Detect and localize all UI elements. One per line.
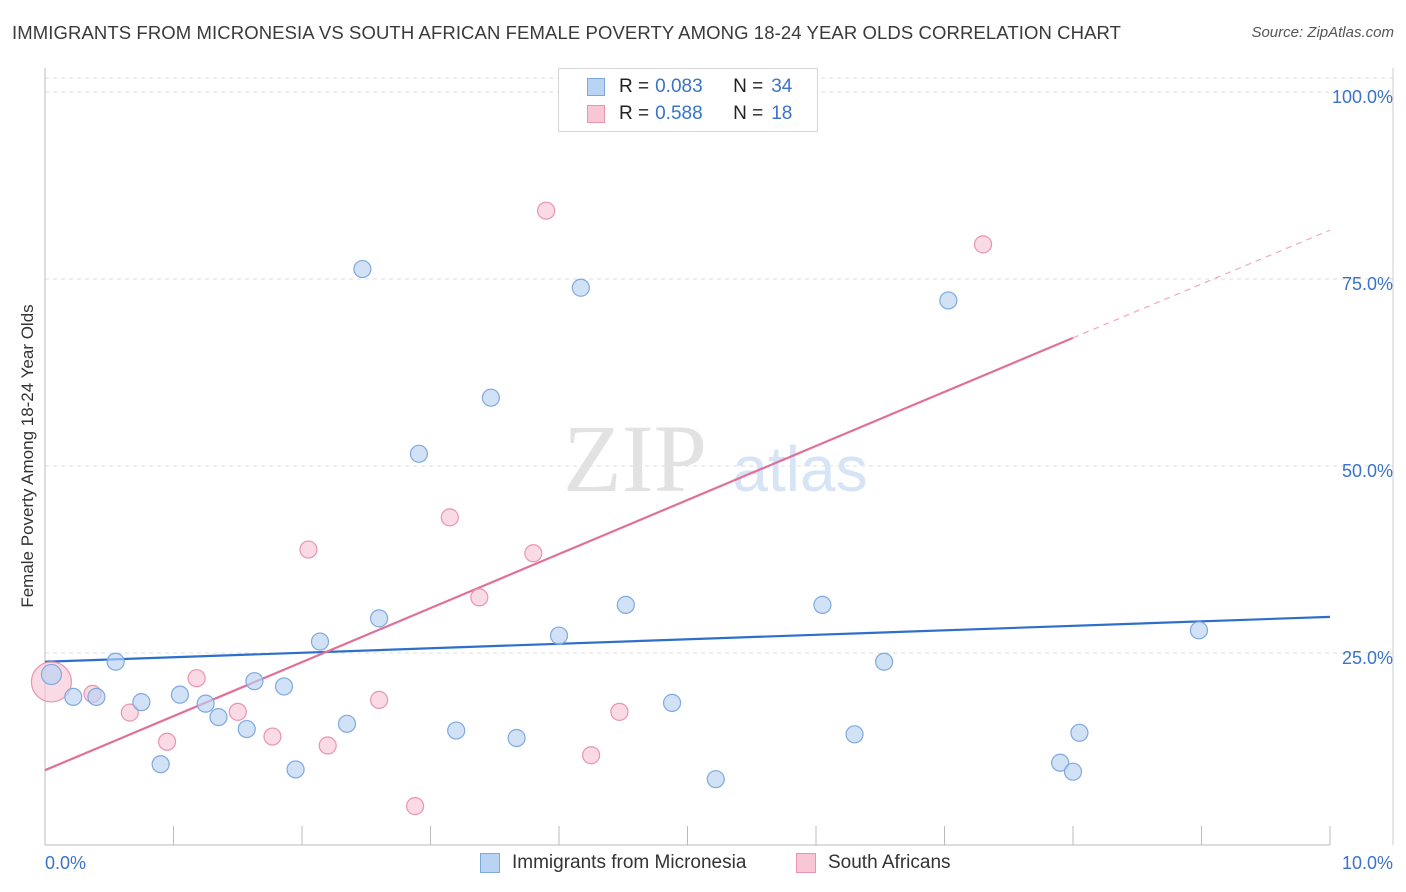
x-tick-label: 0.0% bbox=[45, 853, 86, 873]
y-tick-label: 50.0% bbox=[1342, 461, 1393, 481]
watermark-atlas: atlas bbox=[732, 433, 867, 505]
point-south-africans bbox=[582, 746, 601, 765]
y-axis-label: Female Poverty Among 18-24 Year Olds bbox=[18, 304, 37, 608]
point-micronesia bbox=[196, 694, 215, 713]
grid-lines bbox=[45, 77, 1393, 654]
point-micronesia bbox=[1070, 723, 1089, 742]
point-micronesia bbox=[616, 595, 635, 614]
point-south-africans bbox=[524, 544, 543, 563]
legend-n-value: 34 bbox=[771, 76, 793, 97]
legend-n-value: 18 bbox=[771, 103, 793, 124]
bottom-legend-micronesia: Immigrants from Micronesia bbox=[480, 852, 746, 874]
point-micronesia bbox=[237, 719, 256, 739]
point-micronesia bbox=[481, 388, 500, 407]
point-micronesia bbox=[409, 444, 429, 463]
point-south-africans bbox=[318, 736, 337, 755]
point-micronesia bbox=[571, 278, 590, 297]
point-south-africans bbox=[973, 235, 993, 254]
correlation-legend: R = 0.083 N = 34 R = 0.588 N = 18 bbox=[558, 68, 818, 132]
bottom-legend-swatch-pink bbox=[796, 853, 816, 873]
point-micronesia bbox=[507, 728, 526, 748]
point-micronesia bbox=[370, 609, 389, 628]
y-tick-label: 100.0% bbox=[1332, 87, 1393, 107]
point-micronesia bbox=[245, 672, 264, 691]
watermark-zip: ZIP bbox=[563, 405, 707, 512]
bottom-legend-south-africans: South Africans bbox=[796, 852, 951, 874]
legend-r-label: R = bbox=[619, 103, 650, 124]
data-points bbox=[30, 201, 1209, 816]
point-south-africans bbox=[470, 588, 489, 607]
point-south-africans bbox=[120, 703, 139, 722]
axes bbox=[44, 68, 1394, 846]
trend-line-extension bbox=[1072, 229, 1331, 339]
point-micronesia bbox=[274, 677, 294, 696]
y-tick-label: 25.0% bbox=[1342, 648, 1393, 668]
point-micronesia bbox=[87, 687, 106, 706]
point-micronesia bbox=[1051, 753, 1070, 772]
point-south-africans bbox=[299, 540, 318, 559]
point-south-africans bbox=[263, 727, 282, 746]
legend-swatch-pink bbox=[587, 105, 605, 123]
legend-swatch-blue bbox=[587, 78, 605, 96]
chart-title: IMMIGRANTS FROM MICRONESIA VS SOUTH AFRI… bbox=[12, 22, 1122, 43]
point-micronesia bbox=[337, 714, 357, 733]
point-micronesia bbox=[1189, 621, 1209, 640]
point-south-africans bbox=[157, 732, 177, 751]
point-south-africans bbox=[537, 201, 556, 220]
bottom-legend-label: South Africans bbox=[828, 852, 951, 873]
point-micronesia bbox=[875, 652, 894, 671]
point-micronesia bbox=[170, 685, 190, 704]
point-micronesia bbox=[286, 760, 305, 779]
point-micronesia bbox=[209, 707, 228, 727]
point-micronesia bbox=[132, 693, 151, 712]
legend-r-label: R = bbox=[619, 76, 650, 97]
bottom-legend-label: Immigrants from Micronesia bbox=[512, 852, 747, 873]
point-micronesia bbox=[1063, 762, 1083, 781]
point-south-africans bbox=[187, 669, 206, 688]
watermark: ZIP atlas bbox=[563, 405, 868, 512]
x-tick-label: 10.0% bbox=[1342, 853, 1393, 873]
point-micronesia bbox=[447, 721, 466, 740]
point-micronesia bbox=[151, 755, 170, 774]
point-south-africans bbox=[228, 702, 247, 721]
point-micronesia bbox=[106, 652, 125, 671]
trend-line-south-africans bbox=[44, 336, 1074, 772]
legend-row-micronesia: R = 0.083 N = 34 bbox=[587, 75, 792, 99]
point-micronesia bbox=[310, 632, 330, 651]
legend-r-value: 0.083 bbox=[655, 76, 703, 97]
trend-line-micronesia bbox=[44, 615, 1331, 663]
source-label: Source: ZipAtlas.com bbox=[1251, 24, 1394, 41]
point-south-africans bbox=[610, 702, 629, 721]
legend-n-label: N = bbox=[733, 76, 764, 97]
legend-n-label: N = bbox=[733, 103, 764, 124]
point-south-africans bbox=[440, 508, 459, 527]
bottom-legend-swatch-blue bbox=[480, 853, 500, 873]
point-micronesia bbox=[64, 687, 83, 706]
y-tick-label: 75.0% bbox=[1342, 274, 1393, 294]
point-south-africans bbox=[370, 690, 389, 709]
tick-labels: 100.0% 75.0% 50.0% 25.0% 0.0% 10.0% bbox=[45, 87, 1393, 873]
point-micronesia bbox=[353, 259, 372, 279]
trend-lines bbox=[44, 229, 1331, 772]
point-micronesia bbox=[662, 693, 682, 712]
legend-r-value: 0.588 bbox=[655, 103, 703, 124]
point-south-africans bbox=[405, 797, 425, 816]
point-micronesia bbox=[706, 770, 725, 789]
legend-row-south-africans: R = 0.588 N = 18 bbox=[587, 102, 792, 126]
point-micronesia bbox=[939, 291, 958, 310]
point-micronesia bbox=[549, 626, 569, 645]
point-micronesia bbox=[40, 663, 63, 686]
point-micronesia bbox=[845, 725, 864, 744]
point-micronesia bbox=[813, 595, 832, 614]
